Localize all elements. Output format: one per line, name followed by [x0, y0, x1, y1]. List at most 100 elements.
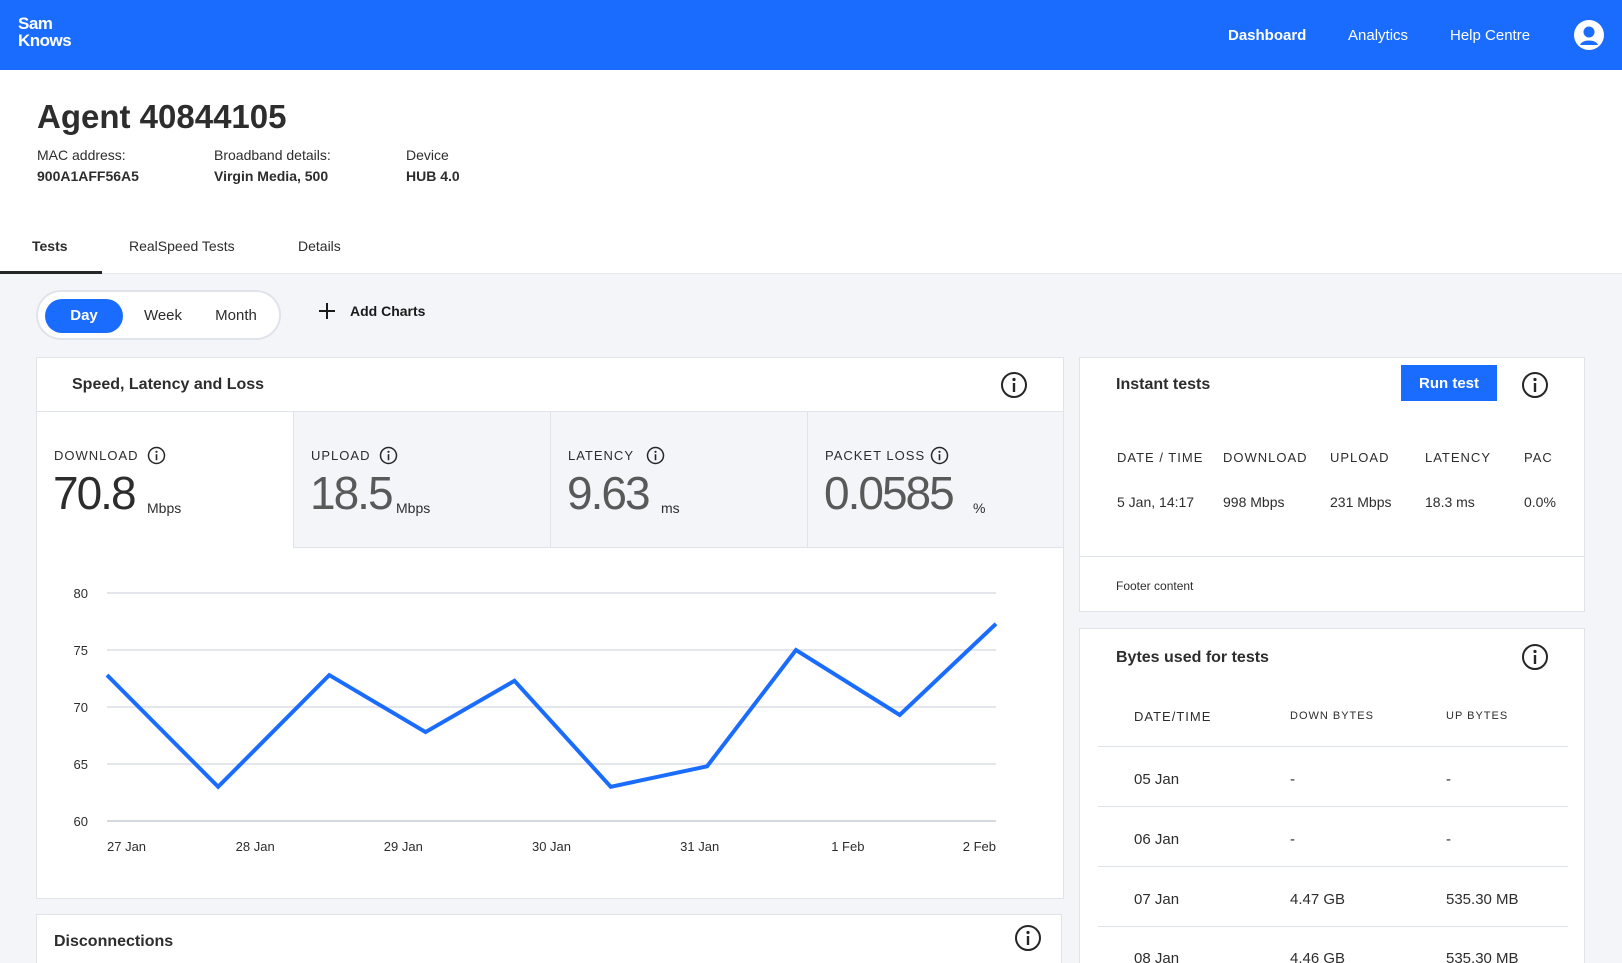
nav-dashboard[interactable]: Dashboard: [1228, 26, 1307, 44]
instant-tests-card: Instant tests DATE / TIME DOWNLOAD UPLOA…: [1079, 357, 1585, 612]
bytes-row-down: 4.47 GB: [1290, 891, 1346, 908]
broadband-label: Broadband details:: [214, 147, 331, 163]
bytes-row-date: 08 Jan: [1134, 950, 1180, 963]
download-speed-line-chart: 60 65 70 75 80 27 Jan 28 Jan 29 Jan 30 Jan 31 Jan…: [74, 586, 998, 854]
device-label: Device: [406, 147, 449, 163]
nav-analytics[interactable]: Analytics: [1348, 26, 1409, 44]
bytes-row-date: 07 Jan: [1134, 891, 1180, 908]
add-charts-label: Add Charts: [350, 303, 426, 319]
active-tab-indicator: [0, 271, 102, 274]
y-tick-label: 75: [74, 643, 88, 658]
latency-metric: LATENCY 9.63 ms: [551, 412, 808, 548]
bytes-th-up: UP BYTES: [1446, 710, 1509, 722]
speed-latency-loss-card: Speed, Latency and Loss DOWNLOAD 70.8 Mb…: [36, 357, 1064, 899]
bytes-th-datetime: DATE/TIME: [1134, 709, 1212, 724]
range-month-button[interactable]: Month: [215, 307, 257, 324]
packet-loss-label: PACKET LOSS: [825, 448, 926, 463]
bytes-row-date: 06 Jan: [1134, 831, 1180, 848]
instant-tests-info-icon[interactable]: [1521, 371, 1549, 399]
plus-icon: [319, 303, 335, 319]
instant-th-packet-loss: PAC: [1524, 450, 1553, 465]
upload-unit: Mbps: [396, 500, 431, 516]
x-tick-label: 29 Jan: [384, 839, 423, 854]
upload-metric: UPLOAD 18.5 Mbps: [294, 412, 551, 548]
range-week-button[interactable]: Week: [143, 307, 183, 324]
packet-loss-info-icon[interactable]: [930, 446, 949, 465]
speed-card-info-icon[interactable]: [1000, 371, 1028, 399]
tab-details[interactable]: Details: [298, 238, 341, 254]
packet-loss-value: 0.0585: [824, 467, 955, 519]
device-value: HUB 4.0: [406, 168, 460, 184]
instant-th-datetime: DATE / TIME: [1117, 450, 1204, 465]
download-series-line: [105, 622, 998, 790]
run-test-button[interactable]: Run test: [1401, 365, 1497, 401]
x-tick-label: 1 Feb: [831, 839, 864, 854]
add-charts-button[interactable]: Add Charts: [318, 302, 425, 320]
x-tick-label: 27 Jan: [107, 839, 146, 854]
x-tick-label: 2 Feb: [963, 839, 996, 854]
bytes-used-title: Bytes used for tests: [1116, 649, 1269, 666]
disconnections-info-icon[interactable]: [1014, 924, 1042, 952]
y-tick-label: 70: [74, 700, 88, 715]
download-value: 70.8: [53, 467, 137, 519]
x-tick-label: 28 Jan: [236, 839, 275, 854]
x-tick-label: 31 Jan: [680, 839, 719, 854]
range-day-button[interactable]: Day: [45, 299, 123, 333]
y-tick-label: 65: [74, 757, 88, 772]
tab-tests[interactable]: Tests: [32, 238, 68, 254]
bytes-row-date: 05 Jan: [1134, 771, 1180, 788]
range-selector: Day Week Month: [36, 290, 281, 340]
bytes-row-divider: [1098, 926, 1568, 927]
download-metric: DOWNLOAD 70.8 Mbps: [37, 412, 294, 548]
disconnections-title: Disconnections: [54, 933, 174, 950]
tab-realspeed-tests[interactable]: RealSpeed Tests: [129, 238, 235, 254]
logo-line-1: Sam: [18, 14, 53, 33]
mac-address-label: MAC address:: [37, 147, 126, 163]
latency-value: 9.63: [567, 467, 651, 519]
latency-info-icon[interactable]: [646, 446, 665, 465]
instant-th-download: DOWNLOAD: [1223, 450, 1308, 465]
bytes-row-up: 535.30 MB: [1446, 891, 1519, 908]
logo-line-2: Knows: [18, 31, 72, 50]
download-unit: Mbps: [147, 500, 182, 516]
instant-row-latency: 18.3 ms: [1425, 494, 1475, 510]
tabs-divider: [0, 273, 1622, 274]
bytes-th-down: DOWN BYTES: [1290, 710, 1374, 722]
x-tick-label: 30 Jan: [532, 839, 571, 854]
instant-tests-footer: Footer content: [1116, 579, 1194, 593]
instant-row-datetime: 5 Jan, 14:17: [1117, 494, 1195, 510]
bytes-used-info-icon[interactable]: [1521, 643, 1549, 671]
page-title: Agent 40844105: [37, 98, 287, 135]
latency-unit: ms: [661, 500, 680, 516]
bytes-row-up: -: [1446, 771, 1451, 788]
instant-tests-footer-divider: [1080, 556, 1584, 557]
upload-value: 18.5: [310, 467, 394, 519]
bytes-row-divider: [1098, 806, 1568, 807]
bytes-row-down: 4.46 GB: [1290, 950, 1346, 963]
user-avatar-icon[interactable]: [1574, 20, 1604, 50]
bytes-row-divider: [1098, 866, 1568, 867]
mac-address-value: 900A1AFF56A5: [37, 168, 139, 184]
broadband-value: Virgin Media, 500: [214, 168, 329, 184]
latency-label: LATENCY: [568, 448, 634, 463]
packet-loss-unit: %: [973, 500, 986, 516]
speed-card-title: Speed, Latency and Loss: [72, 376, 265, 393]
bytes-row-up: -: [1446, 831, 1451, 848]
instant-tests-title: Instant tests: [1116, 376, 1211, 393]
samknows-logo[interactable]: Sam Knows: [18, 14, 72, 50]
upload-info-icon[interactable]: [379, 446, 398, 465]
instant-row-packet-loss: 0.0%: [1524, 494, 1556, 510]
instant-th-upload: UPLOAD: [1330, 450, 1390, 465]
upload-label: UPLOAD: [311, 448, 371, 463]
instant-row-download: 998 Mbps: [1223, 494, 1285, 510]
disconnections-card: Disconnections: [36, 914, 1062, 963]
download-info-icon[interactable]: [147, 446, 166, 465]
bytes-row-down: -: [1290, 771, 1295, 788]
y-tick-label: 80: [74, 586, 88, 601]
instant-th-latency: LATENCY: [1425, 450, 1491, 465]
y-tick-label: 60: [74, 814, 88, 829]
speed-card-header-divider: [37, 411, 1063, 412]
nav-help-centre[interactable]: Help Centre: [1450, 26, 1531, 44]
top-navigation-bar: Sam Knows Dashboard Analytics Help Centr…: [0, 0, 1622, 70]
bytes-row-up: 535.30 MB: [1446, 950, 1519, 963]
